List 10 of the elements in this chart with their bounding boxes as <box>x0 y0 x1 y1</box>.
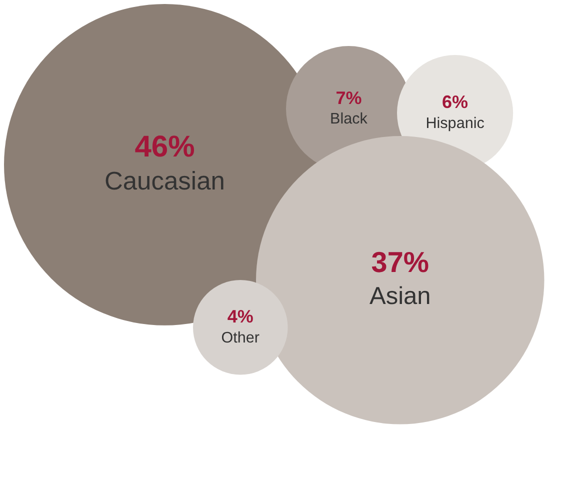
category-label: Caucasian <box>104 168 225 196</box>
data-label: 46% <box>134 130 195 164</box>
data-label: 6% <box>442 92 468 112</box>
data-label: 37% <box>371 247 429 280</box>
category-label: Hispanic <box>426 115 485 132</box>
category-label: Other <box>221 329 260 346</box>
category-label: Black <box>330 110 368 128</box>
category-label: Asian <box>369 283 431 310</box>
data-label: 4% <box>227 306 254 326</box>
data-label: 7% <box>336 88 362 108</box>
